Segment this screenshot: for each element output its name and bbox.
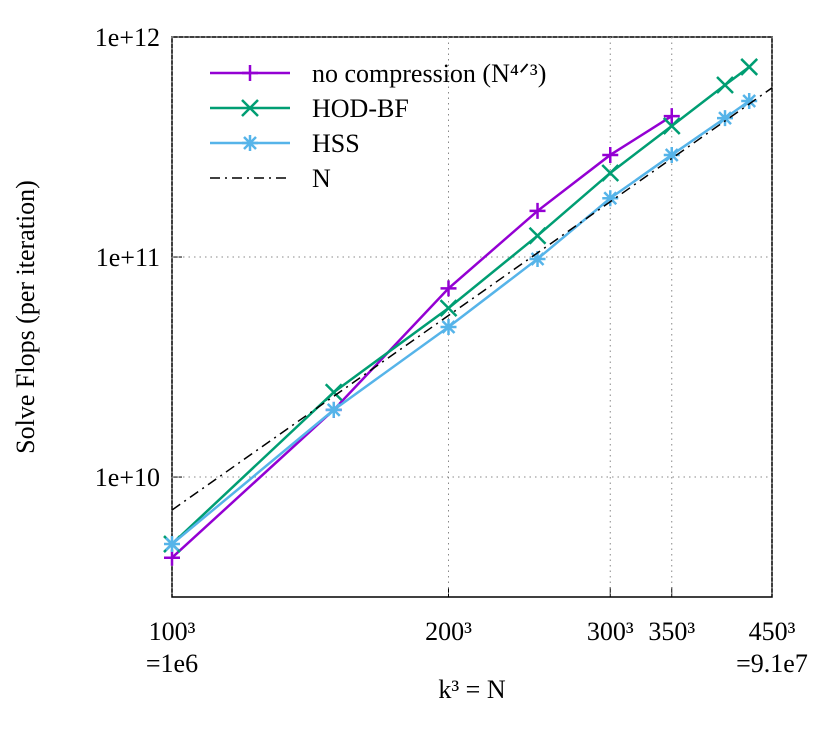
legend-marker (242, 65, 258, 81)
x-tick-label: 350³ (648, 617, 695, 646)
data-point (528, 226, 547, 245)
series-line (171, 65, 750, 545)
series-line (171, 87, 773, 511)
x-tick-label: 200³ (425, 617, 472, 646)
legend-label: no compression (N⁴ᐟ³) (312, 59, 546, 88)
x-axis-label: k³ = N (438, 675, 505, 704)
data-point (529, 202, 546, 219)
data-point (662, 117, 681, 135)
annotation: =9.1e7 (736, 649, 808, 678)
series-line (171, 115, 673, 559)
legend-marker (241, 99, 259, 117)
data-point (164, 536, 180, 553)
data-point (602, 190, 619, 207)
y-tick-label: 1e+12 (95, 23, 160, 52)
legend-marker (242, 135, 258, 151)
data-point (740, 58, 759, 76)
annotation: =1e6 (146, 649, 198, 678)
plot-frame (171, 36, 773, 598)
data-point (741, 92, 758, 109)
y-axis-label: Solve Flops (per iteration) (11, 180, 40, 454)
data-point (601, 164, 620, 182)
data-point (716, 76, 734, 94)
x-tick-label: 300³ (587, 617, 634, 646)
data-point (325, 401, 342, 418)
legend-label: HOD-BF (312, 94, 409, 123)
x-tick-label: 450³ (749, 617, 796, 646)
data-point (440, 280, 457, 297)
data-point (324, 383, 343, 402)
y-tick-label: 1e+11 (96, 243, 160, 272)
legend-label: N (312, 164, 331, 193)
data-point (663, 108, 680, 125)
y-tick-label: 1e+10 (95, 463, 160, 492)
data-point (717, 110, 734, 127)
x-tick-label: 100³ (149, 617, 196, 646)
data-point (602, 146, 619, 163)
data-point (440, 318, 457, 335)
data-point (529, 250, 546, 267)
series-line (171, 99, 750, 546)
data-point (663, 146, 680, 163)
data-point (439, 299, 458, 317)
data-point (164, 549, 180, 566)
legend-label: HSS (312, 129, 360, 158)
